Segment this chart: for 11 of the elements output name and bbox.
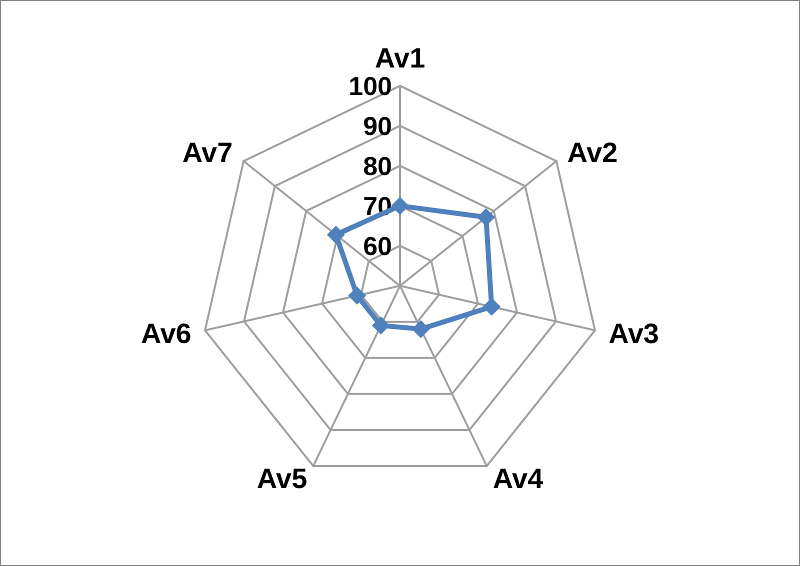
spoke-label: Av1 (374, 42, 426, 74)
spoke-label: Av7 (182, 136, 233, 168)
y-tick-label: 100 (348, 70, 392, 101)
y-tick-label: 90 (363, 110, 392, 141)
spoke-label: Av6 (141, 318, 192, 349)
y-tick-label: 60 (363, 230, 392, 261)
y-tick-label: 80 (363, 150, 392, 181)
spoke-label: Av4 (492, 463, 544, 494)
spoke-label: Av2 (567, 136, 618, 168)
spoke-label: Av3 (608, 318, 659, 349)
spoke-label: Av5 (256, 463, 308, 494)
